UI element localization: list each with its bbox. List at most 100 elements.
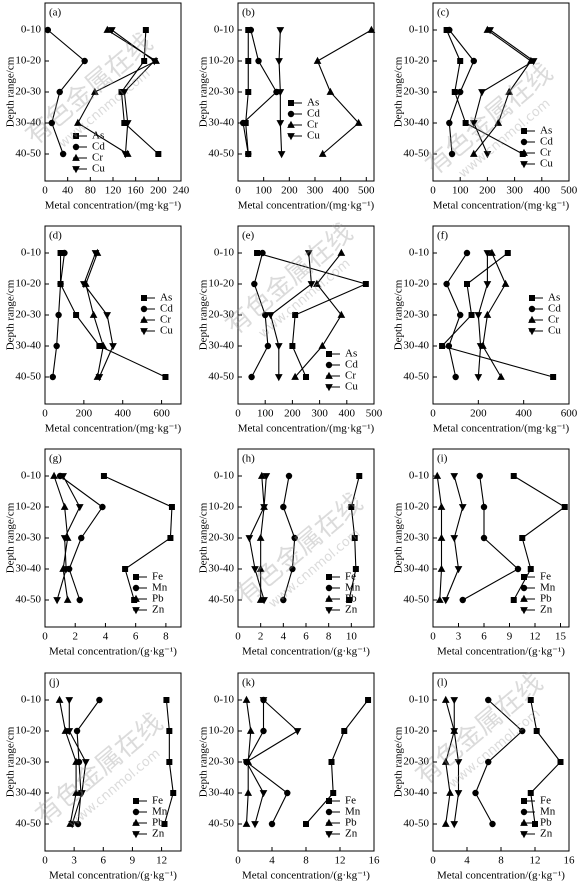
marker-triangle-down	[325, 831, 333, 839]
y-tick-label: 30-40	[208, 117, 234, 129]
x-tick-label: 0	[235, 855, 241, 867]
y-axis-label: Depth range/cm	[393, 502, 405, 573]
marker-square	[133, 798, 139, 804]
y-tick-label: 20-30	[208, 86, 234, 98]
y-tick-label: 40-50	[15, 148, 41, 160]
marker-circle	[73, 727, 81, 735]
marker-circle	[514, 565, 522, 573]
x-tick-label: 4	[281, 631, 287, 643]
marker-triangle-up	[437, 533, 446, 541]
marker-triangle-up	[256, 533, 265, 541]
legend-label: Cd	[548, 303, 561, 315]
x-tick-label: 6	[303, 631, 309, 643]
x-tick-label: 200	[150, 185, 167, 197]
marker-triangle-down	[140, 328, 148, 336]
panel-label: (l)	[437, 677, 448, 689]
x-axis-label: Metal concentration/(g·kg⁻¹)	[49, 870, 177, 882]
marker-triangle-up	[326, 87, 335, 95]
marker-circle	[57, 280, 64, 288]
marker-triangle-up	[291, 372, 299, 380]
marker-circle	[280, 503, 287, 511]
marker-square	[73, 312, 80, 318]
marker-circle	[480, 503, 488, 511]
marker-triangle-up	[488, 248, 496, 256]
y-tick-label: 10-20	[208, 501, 234, 513]
x-tick-label: 0	[235, 631, 241, 643]
marker-circle	[457, 88, 464, 96]
legend-label: Zn	[540, 828, 553, 840]
legend-label: As	[92, 130, 104, 142]
x-axis-label: Metal concentration/(g·kg⁻¹)	[437, 646, 565, 658]
x-tick-label: 8	[163, 631, 169, 643]
series-line	[445, 252, 468, 378]
marker-triangle-down	[259, 790, 268, 798]
marker-triangle-up	[257, 471, 266, 479]
marker-circle	[255, 57, 262, 65]
y-tick-label: 30-40	[403, 340, 429, 352]
legend-label: Cr	[160, 314, 171, 326]
legend-label: Cu	[540, 158, 553, 170]
marker-circle	[44, 26, 52, 34]
marker-triangle-down	[474, 312, 483, 320]
marker-triangle-down	[62, 566, 70, 574]
marker-square	[351, 535, 358, 541]
legend-label: Cd	[92, 141, 105, 153]
panel-label: (i)	[437, 453, 448, 465]
series-line	[245, 700, 288, 825]
marker-circle	[72, 143, 80, 151]
marker-square	[451, 89, 458, 95]
marker-triangle-up	[437, 502, 446, 510]
x-tick-label: 4	[269, 855, 275, 867]
x-tick-label: 9	[130, 855, 136, 867]
marker-square	[356, 473, 363, 479]
marker-triangle-down	[68, 821, 77, 829]
y-tick-label: 30-40	[208, 340, 234, 352]
x-tick-label: 12	[530, 855, 541, 867]
marker-triangle-down	[483, 151, 492, 159]
marker-triangle-down	[72, 166, 80, 174]
marker-square	[365, 697, 372, 703]
marker-circle	[325, 808, 333, 816]
legend-label: Pb	[152, 593, 164, 605]
legend-label: Cd	[307, 108, 320, 120]
marker-triangle-down	[109, 343, 117, 351]
x-tick-label: 3	[71, 855, 77, 867]
x-tick-label: 400	[515, 408, 532, 420]
marker-triangle-down	[65, 728, 74, 736]
x-tick-label: 0	[430, 408, 436, 420]
marker-triangle-down	[108, 27, 116, 35]
marker-triangle-down	[520, 831, 528, 839]
marker-circle	[489, 820, 496, 828]
y-tick-label: 0-10	[21, 24, 42, 36]
y-axis-label: Depth range/cm	[198, 726, 210, 797]
x-tick-label: 600	[561, 408, 578, 420]
y-tick-label: 20-30	[208, 532, 234, 544]
x-tick-label: 0	[42, 408, 48, 420]
marker-circle	[457, 311, 464, 319]
y-axis-label: Depth range/cm	[198, 56, 210, 127]
marker-square	[519, 535, 526, 541]
marker-triangle-up	[520, 818, 528, 826]
legend-label: Cd	[345, 359, 358, 371]
marker-triangle-down	[483, 281, 492, 289]
marker-square	[245, 58, 252, 64]
y-tick-label: 30-40	[15, 340, 41, 352]
marker-square	[457, 58, 464, 64]
x-tick-label: 16	[369, 855, 381, 867]
x-tick-label: 200	[281, 185, 298, 197]
marker-triangle-up	[132, 818, 140, 826]
y-tick-label: 0-10	[214, 470, 235, 482]
marker-square	[163, 697, 170, 703]
marker-square	[166, 728, 173, 734]
marker-triangle-down	[91, 250, 100, 258]
legend-label: Mn	[152, 582, 168, 594]
x-tick-label: 500	[366, 408, 383, 420]
series-line	[316, 29, 372, 155]
y-tick-label: 0-10	[214, 247, 235, 259]
y-tick-label: 10-20	[403, 55, 429, 67]
y-tick-label: 40-50	[403, 594, 429, 606]
marker-circle	[472, 789, 479, 797]
panel-label: (c)	[437, 7, 450, 19]
marker-circle	[53, 342, 60, 350]
x-tick-label: 6	[481, 631, 487, 643]
